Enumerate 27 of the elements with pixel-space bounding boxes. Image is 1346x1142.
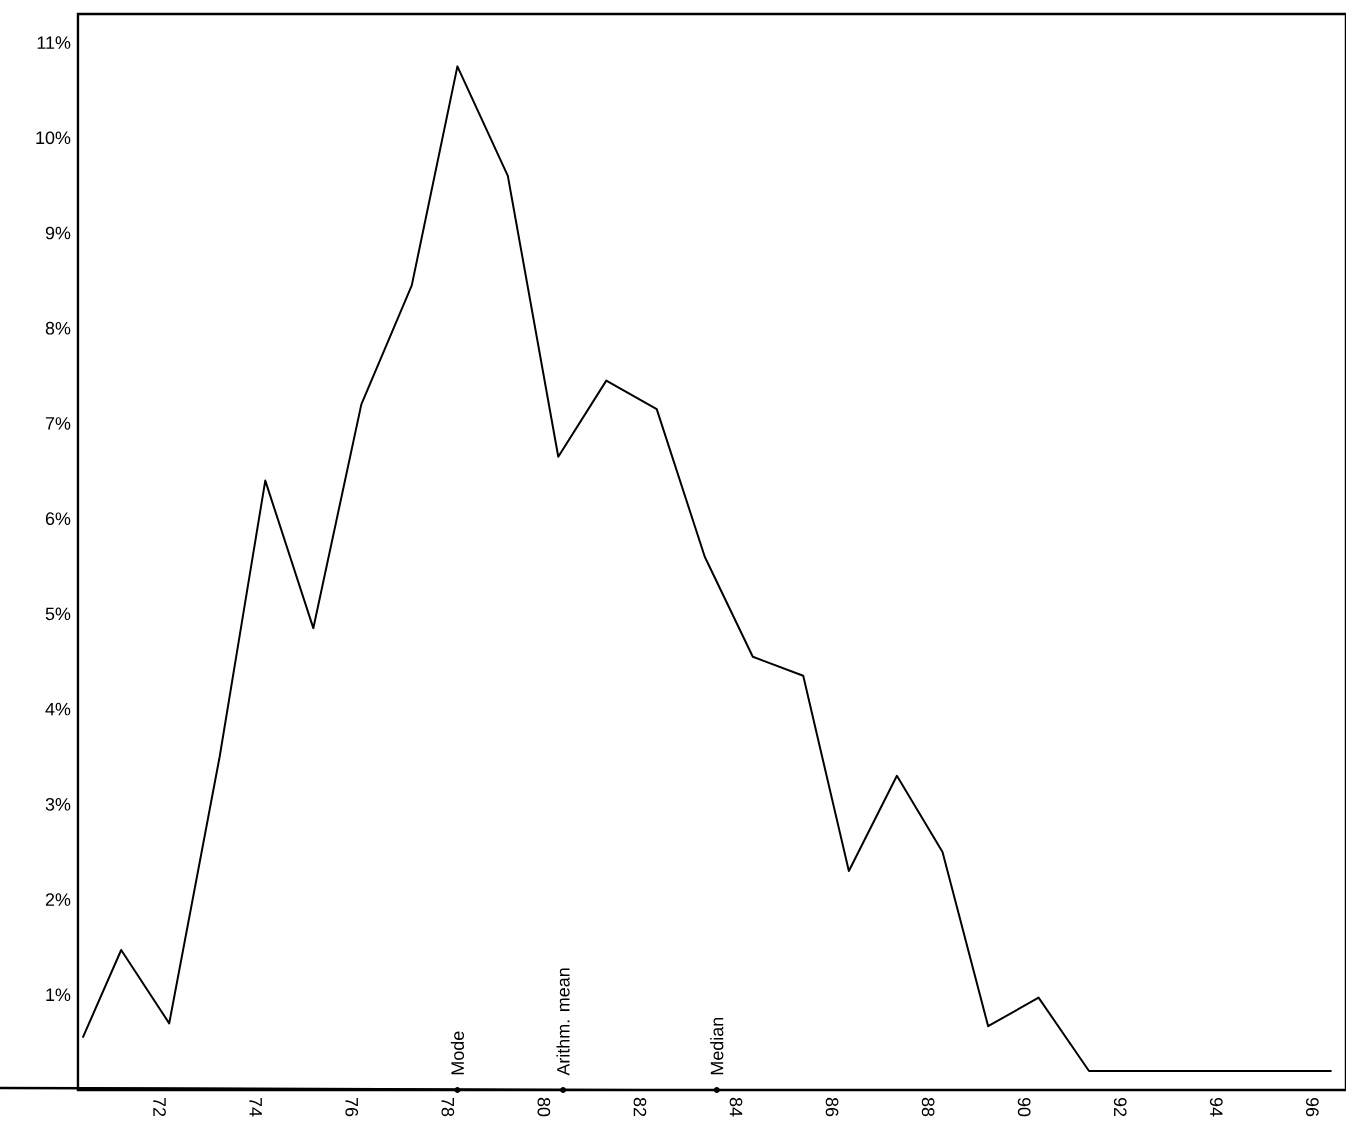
y-tick-label: 8% <box>45 321 71 335</box>
x-tick-label: 76 <box>345 1097 359 1117</box>
y-tick-label: 10% <box>36 131 71 145</box>
x-tick-label: 96 <box>1306 1097 1319 1117</box>
y-tick-label: 1% <box>46 988 71 1002</box>
annotation: Mode <box>450 1031 464 1075</box>
x-tick-label: 90 <box>1017 1097 1031 1117</box>
x-tick-label: 80 <box>537 1097 551 1117</box>
x-tick-label: 82 <box>633 1097 647 1117</box>
y-tick-label: 6% <box>45 512 71 526</box>
x-tick-label: 92 <box>1113 1097 1127 1117</box>
annotation: Median <box>710 1017 724 1075</box>
x-tick-label: 86 <box>825 1097 839 1117</box>
y-tick-label: 4% <box>45 702 71 716</box>
x-tick-label: 78 <box>441 1097 455 1117</box>
y-tick-label: 7% <box>45 417 71 430</box>
x-tick-label: 74 <box>249 1097 262 1117</box>
x-tick-label: 88 <box>921 1097 935 1117</box>
x-tick-label: 72 <box>153 1097 166 1117</box>
x-tick-label: 84 <box>729 1097 743 1117</box>
y-tick-label: 11% <box>37 36 71 49</box>
y-tick-label: 3% <box>45 797 71 811</box>
y-tick-label: 9% <box>45 226 71 240</box>
annotation: Arithm. mean <box>556 968 570 1076</box>
y-tick-label: 5% <box>45 607 71 621</box>
y-tick-label: 2% <box>45 893 71 906</box>
x-tick-label: 94 <box>1209 1097 1223 1117</box>
